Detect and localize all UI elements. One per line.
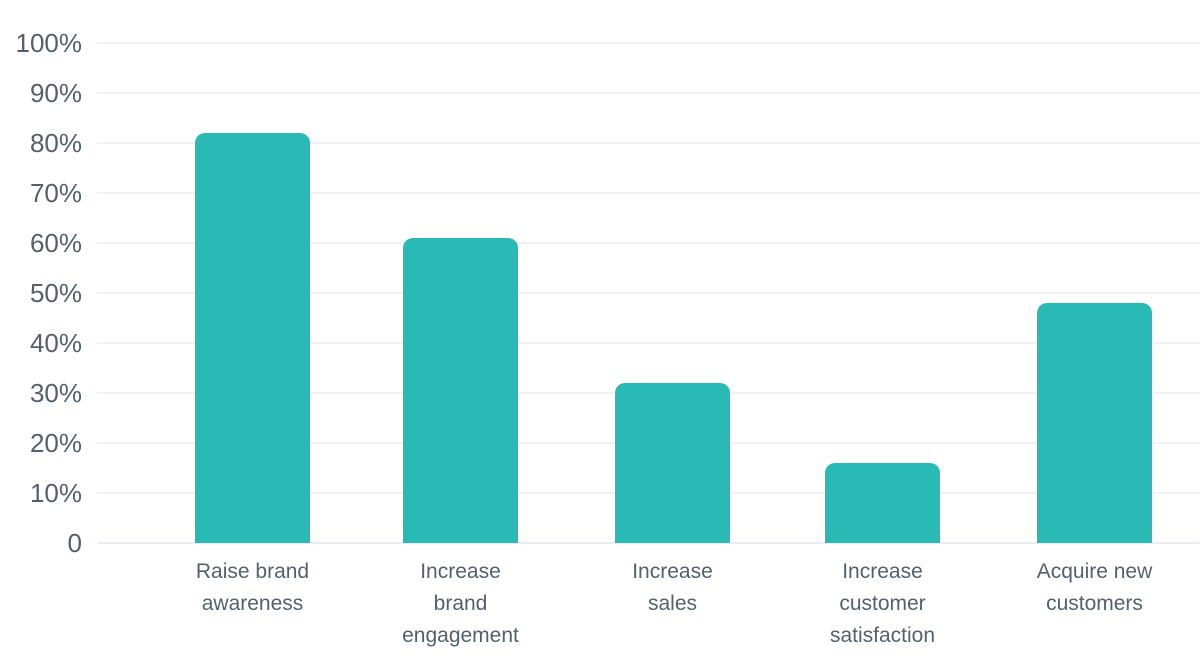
x-tick-label-line: customer xyxy=(839,592,926,615)
x-tick-label-line: awareness xyxy=(201,592,304,615)
x-tick-label-line: satisfaction xyxy=(829,624,936,647)
bar-increase-customer-satisfaction xyxy=(825,463,940,543)
x-tick-label-line: Increase xyxy=(632,560,713,583)
gridline xyxy=(97,542,1200,544)
y-tick-label: 90% xyxy=(29,78,82,108)
y-tick-label: 50% xyxy=(29,278,82,308)
gridline xyxy=(97,242,1200,244)
x-tick-label-line: Increase xyxy=(842,560,923,583)
gridline xyxy=(97,292,1200,294)
x-tick-label: Raise brand awareness xyxy=(143,556,363,620)
bar-raise-brand-awareness xyxy=(195,133,310,543)
bar-increase-brand-engagement xyxy=(403,238,518,543)
y-tick-label: 100% xyxy=(15,28,83,58)
x-tick-label-line: engagement xyxy=(402,624,519,647)
y-tick-label: 60% xyxy=(29,228,82,258)
x-tick-label-line: brand xyxy=(433,592,488,615)
gridline xyxy=(97,342,1200,344)
y-tick-label: 0 xyxy=(67,528,82,558)
x-tick-label: Increase customer satisfaction xyxy=(773,556,993,652)
bar-acquire-new-customers xyxy=(1037,303,1152,543)
x-tick-label: Increase sales xyxy=(563,556,783,620)
x-tick-label-line: Acquire new xyxy=(1036,560,1153,583)
x-tick-label-line: Increase xyxy=(420,560,501,583)
y-tick-label: 40% xyxy=(29,328,82,358)
bar-increase-sales xyxy=(615,383,730,543)
gridline xyxy=(97,42,1200,44)
x-tick-label-line: sales xyxy=(647,592,698,615)
x-tick-label: Acquire new customers xyxy=(985,556,1200,620)
y-tick-label: 10% xyxy=(29,478,82,508)
y-tick-label: 80% xyxy=(29,128,82,158)
y-tick-label: 20% xyxy=(29,428,82,458)
gridline xyxy=(97,192,1200,194)
y-tick-label: 70% xyxy=(29,178,82,208)
x-tick-label: Increase brand engagement xyxy=(351,556,571,652)
x-tick-label-line: Raise brand xyxy=(195,560,310,583)
gridline xyxy=(97,92,1200,94)
x-tick-label-line: customers xyxy=(1046,592,1143,615)
gridline xyxy=(97,142,1200,144)
y-tick-label: 30% xyxy=(29,378,82,408)
